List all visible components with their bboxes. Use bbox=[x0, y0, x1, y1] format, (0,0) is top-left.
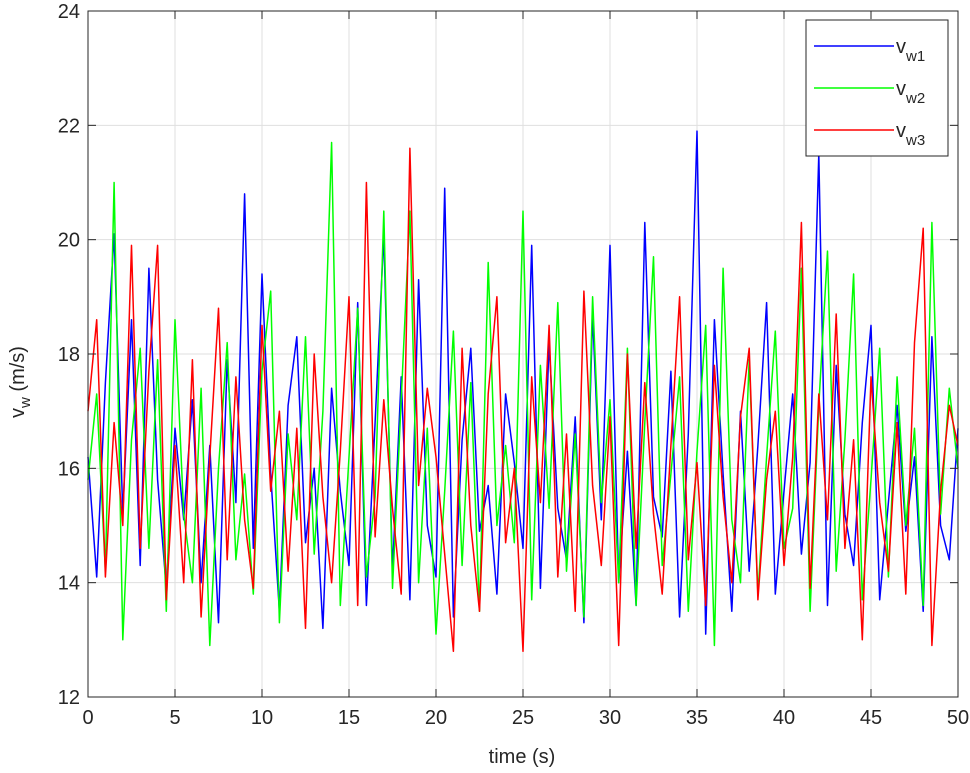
y-tick-label: 22 bbox=[58, 115, 80, 137]
x-tick-label: 30 bbox=[599, 707, 621, 729]
y-axis-label-sub: w bbox=[17, 397, 34, 409]
y-axis-label: vw (m/s) bbox=[7, 346, 34, 418]
y-tick-label: 12 bbox=[58, 687, 80, 709]
legend: vw1 vw2 vw3 bbox=[805, 19, 949, 157]
x-tick-label: 50 bbox=[947, 707, 969, 729]
y-axis-label-main: v bbox=[7, 408, 29, 418]
series-line-vw3 bbox=[87, 147, 959, 653]
x-tick-label: 10 bbox=[251, 707, 273, 729]
y-axis-label-unit: (m/s) bbox=[7, 346, 29, 397]
x-tick-label: 5 bbox=[169, 707, 180, 729]
series-lines bbox=[87, 130, 959, 653]
x-tick-label: 45 bbox=[860, 707, 882, 729]
y-tick-label: 20 bbox=[58, 230, 80, 252]
y-tick-label: 16 bbox=[58, 458, 80, 480]
x-tick-label: 0 bbox=[82, 707, 93, 729]
axis-ticks: 0 5 10 15 20 25 30 35 40 45 50 12 14 16 18 20 22 24 bbox=[58, 1, 969, 729]
y-tick-label: 14 bbox=[58, 573, 80, 595]
x-tick-label: 40 bbox=[773, 707, 795, 729]
x-tick-label: 25 bbox=[512, 707, 534, 729]
legend-entry-vw3: vw3 bbox=[896, 120, 925, 149]
x-tick-label: 20 bbox=[425, 707, 447, 729]
svg-text:vw (m/s): vw (m/s) bbox=[7, 346, 34, 418]
legend-entry-vw1: vw1 bbox=[896, 36, 925, 65]
y-tick-label: 18 bbox=[58, 344, 80, 366]
series-line-vw2 bbox=[87, 141, 959, 647]
y-tick-label: 24 bbox=[58, 1, 80, 23]
x-tick-label: 35 bbox=[686, 707, 708, 729]
x-tick-label: 15 bbox=[338, 707, 360, 729]
series-line-vw1 bbox=[87, 130, 959, 635]
legend-entry-vw2: vw2 bbox=[896, 78, 925, 107]
x-axis-label: time (s) bbox=[489, 746, 556, 768]
